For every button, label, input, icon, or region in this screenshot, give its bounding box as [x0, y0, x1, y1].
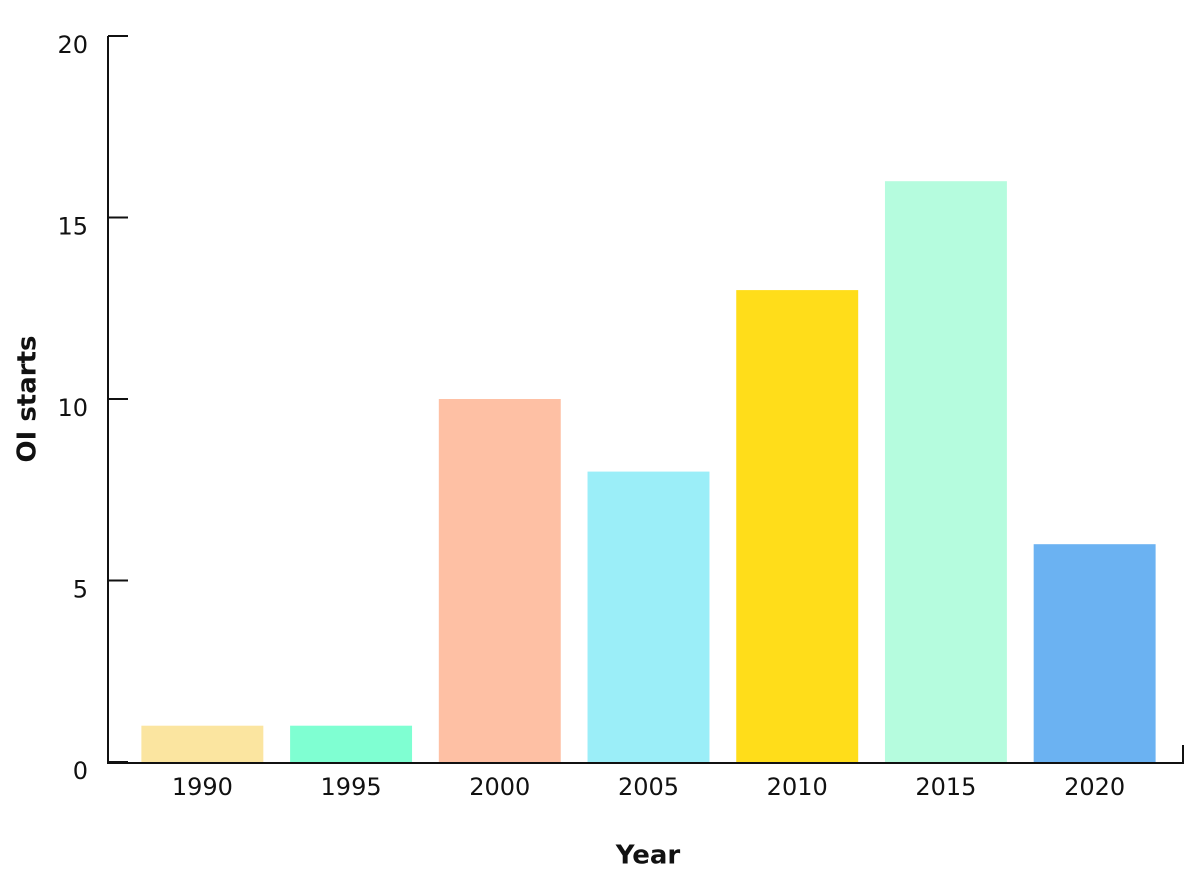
- bar: [141, 725, 264, 762]
- y-tick-label: 15: [57, 213, 88, 241]
- bar: [438, 399, 561, 762]
- x-tick-label: 2005: [618, 773, 679, 801]
- x-axis-label: Year: [615, 841, 681, 871]
- x-tick-label: 1995: [321, 773, 382, 801]
- bar: [736, 290, 859, 762]
- bar: [290, 725, 413, 762]
- y-tick-label: 0: [73, 757, 88, 785]
- y-tick-label: 10: [57, 394, 88, 422]
- y-tick-label: 20: [57, 31, 88, 59]
- x-tick-label: 1990: [172, 773, 233, 801]
- x-tick-label: 2020: [1064, 773, 1125, 801]
- x-tick-label: 2010: [767, 773, 828, 801]
- bar: [884, 181, 1007, 762]
- y-axis-label: OI starts: [13, 335, 43, 462]
- y-tick-label: 5: [73, 576, 88, 604]
- bar: [587, 471, 710, 762]
- x-tick-label: 2015: [915, 773, 976, 801]
- x-tick-label: 2000: [469, 773, 530, 801]
- bar: [1033, 544, 1156, 762]
